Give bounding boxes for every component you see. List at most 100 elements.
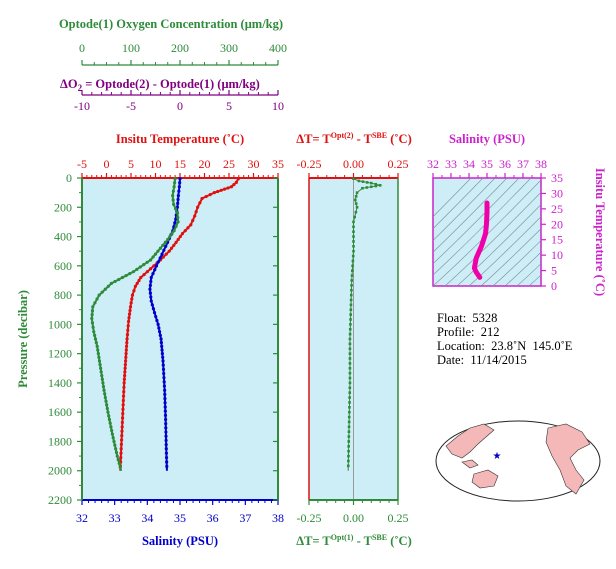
oxygen-point xyxy=(172,229,176,233)
map-asia-landmass xyxy=(445,423,495,459)
salinity-point xyxy=(148,287,152,291)
delta-t-point xyxy=(347,445,350,448)
salinity-point xyxy=(162,376,166,380)
temperature-point xyxy=(152,264,156,268)
delta-t-point xyxy=(352,177,355,181)
pressure-tick-label: 1800 xyxy=(48,434,72,448)
oxygen-point xyxy=(103,287,107,291)
temperature-tick-label: 0 xyxy=(104,157,110,171)
delta-t-point xyxy=(347,459,350,463)
temperature-point xyxy=(161,255,165,259)
oxygen-point xyxy=(172,185,176,189)
salinity-point xyxy=(148,291,152,295)
oxygen-point xyxy=(106,284,110,288)
oxygen-point xyxy=(168,234,172,239)
oxygen-ticks: 0 100 200 300 400 xyxy=(79,41,287,65)
world-map: ★ xyxy=(435,420,601,502)
profile-series xyxy=(90,177,240,471)
oxygen-point xyxy=(112,439,116,444)
temperature-tick-label: -5 xyxy=(77,157,87,171)
float-location: Location: 23.8˚N 145.0˚E xyxy=(437,339,573,353)
temperature-point xyxy=(124,355,128,359)
salinity-point xyxy=(164,438,168,443)
oxygen-point xyxy=(109,281,113,285)
delta-o2-tick-label: 10 xyxy=(272,99,284,113)
temperature-point xyxy=(121,407,125,411)
oxygen-point xyxy=(103,395,107,400)
ts-salinity-tick-label: 32 xyxy=(427,157,439,171)
delta-o2-tick-label: 0 xyxy=(177,99,183,113)
temperature-point xyxy=(226,186,230,190)
ts-profile-line xyxy=(471,200,490,280)
salinity-point xyxy=(160,348,164,352)
map-indonesia-landmass xyxy=(461,459,479,469)
salinity-point xyxy=(155,318,159,323)
salinity-point xyxy=(176,193,180,198)
oxygen-point xyxy=(95,344,99,348)
temperature-point xyxy=(120,416,125,420)
temperature-point xyxy=(169,246,174,250)
delta-t-point xyxy=(350,279,354,282)
oxygen-point xyxy=(142,263,146,267)
salinity-point xyxy=(158,256,162,260)
oxygen-point xyxy=(173,207,178,211)
delta-t-point xyxy=(348,357,352,360)
salinity-point xyxy=(160,252,164,256)
delta-t-point xyxy=(352,235,355,238)
oxygen-point xyxy=(99,366,103,370)
salinity-axis-label: Salinity (PSU) xyxy=(142,534,218,548)
salinity-point xyxy=(149,299,153,303)
salinity-point xyxy=(163,401,167,405)
temperature-point xyxy=(128,308,132,313)
delta-t-point xyxy=(348,371,352,375)
oxygen-point xyxy=(114,447,118,451)
delta-t-point xyxy=(349,308,353,312)
salinity-point xyxy=(162,380,166,384)
salinity-point xyxy=(148,283,152,287)
ts-temp-tick-label: 30 xyxy=(551,186,563,200)
isopycnal-line xyxy=(528,274,541,286)
delta-t-point xyxy=(352,225,355,229)
temperature-point xyxy=(176,237,180,242)
delta-t-point xyxy=(348,401,351,404)
map-australia-landmass xyxy=(471,469,499,489)
pressure-axis-label: Pressure (decibar) xyxy=(16,290,30,388)
salinity-tick-label: 37 xyxy=(239,511,251,525)
delta-t-point xyxy=(352,230,355,233)
delta-t-point xyxy=(348,376,352,380)
oxygen-point xyxy=(128,272,132,276)
temperature-tick-label: 25 xyxy=(223,157,235,171)
oxygen-axis: Optode(1) Oxygen Concentration (μm/kg) 0… xyxy=(59,17,287,66)
oxygen-tick-label: 300 xyxy=(220,41,238,55)
delta-t-point xyxy=(352,220,355,224)
oxygen-point xyxy=(135,267,139,271)
salinity-point xyxy=(163,388,167,392)
salinity-tick-label: 36 xyxy=(207,511,219,525)
delta-t-point xyxy=(349,313,352,316)
oxygen-point xyxy=(98,363,102,367)
temperature-point xyxy=(122,390,126,394)
delta-t-point xyxy=(348,332,352,336)
isopycnal-line xyxy=(433,178,484,230)
salinity-point xyxy=(177,189,181,193)
delta-t-point xyxy=(347,420,351,424)
pressure-tick-label: 1600 xyxy=(48,405,72,419)
temperature-tick-label: 5 xyxy=(128,157,134,171)
ts-salinity-tick-label: 35 xyxy=(481,157,493,171)
temperature-point xyxy=(174,240,178,244)
dt-top-suffix: (˚C) xyxy=(387,132,412,146)
oxygen-tick-label: 400 xyxy=(269,41,287,55)
temperature-point xyxy=(125,333,130,337)
salinity-point xyxy=(156,322,160,326)
salinity-point xyxy=(157,330,162,334)
ts-temp-label: Insitu Temperature (˚C) xyxy=(593,168,607,296)
delta-t-point xyxy=(348,342,352,346)
oxygen-point xyxy=(90,309,95,313)
oxygen-point xyxy=(166,237,170,242)
oxygen-point xyxy=(108,421,112,425)
salinity-point xyxy=(158,333,162,337)
oxygen-point xyxy=(173,177,177,181)
delta-t-point xyxy=(357,179,361,183)
temperature-point xyxy=(222,187,227,191)
